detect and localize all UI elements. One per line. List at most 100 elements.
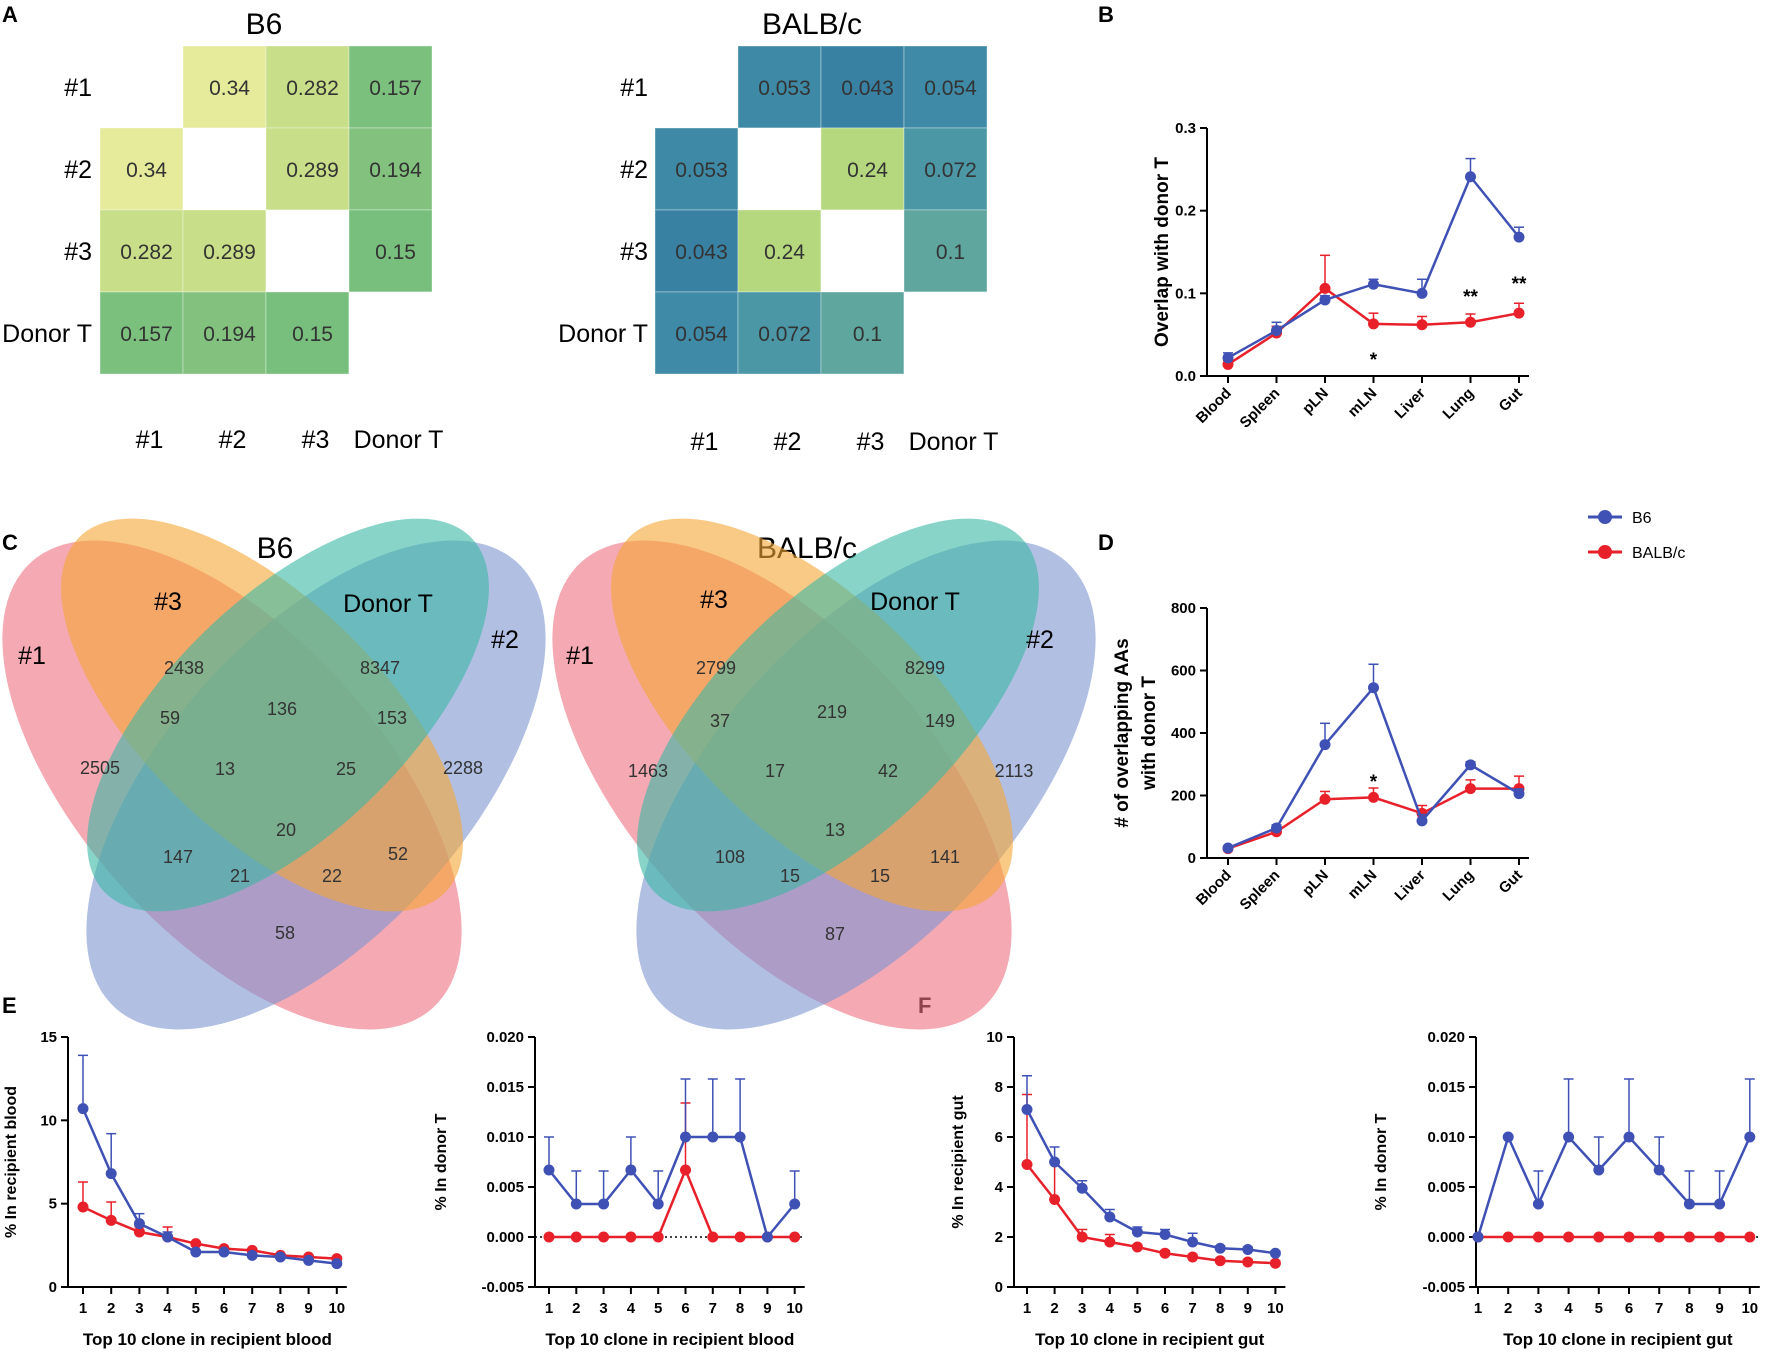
- plot-e2-b6-point: [625, 1164, 637, 1176]
- venn-b6-region: 52: [388, 844, 408, 864]
- plot-f2-balbc-point: [1532, 1231, 1544, 1243]
- legend: B6 BALB/c: [1588, 510, 1685, 562]
- plot-d-y-tick-label: 800: [1171, 600, 1196, 617]
- plot-f1-y-tick-label: 8: [995, 1079, 1003, 1096]
- plot-d-b6-point: [1465, 759, 1476, 771]
- plot-d-balbc-point: [1319, 793, 1331, 805]
- line-chart-donor-t-blood: -0.005 0.000 0.005 0.010 0.015 0.020 1 2 3 4 5 6 7 8 9…: [433, 1029, 805, 1349]
- plot-e2-b6-line: [548, 1135, 796, 1240]
- plot-f2-x-tick-label: 6: [1625, 1300, 1633, 1317]
- venn-balbc-set3-ellipse: [637, 518, 1039, 912]
- plot-e1-x-tick-label: 10: [328, 1300, 345, 1317]
- plot-f1-y-tick-label: 6: [995, 1129, 1003, 1146]
- venn-balbc-label-set3: #3: [700, 586, 728, 614]
- heatmap-balbc-cell: [903, 127, 988, 211]
- plot-f1-b6-line: [1025, 1108, 1276, 1255]
- plot-f2-x-tick-label: 8: [1685, 1300, 1693, 1317]
- heatmap-b6-cell: [182, 209, 267, 293]
- plot-d-b6-point: [1319, 739, 1331, 751]
- plot-e2-balbc-point: [625, 1231, 637, 1243]
- plot-f1-x-tick-label: 8: [1216, 1300, 1224, 1317]
- venn-balbc-region: 141: [930, 847, 960, 867]
- plot-f2-b6-point: [1502, 1131, 1514, 1143]
- plot-f1-y-tick-label: 4: [995, 1179, 1004, 1196]
- heatmap-balbc-cell-value: 0.054: [675, 323, 728, 346]
- plot-f1-x-tick-label: 5: [1133, 1300, 1141, 1317]
- plot-e1-b6-point: [331, 1258, 343, 1270]
- plot-e1-b6-point: [274, 1251, 286, 1263]
- heatmap-b6-row-label: Donor T: [2, 320, 92, 348]
- heatmap-balbc-row-label: #1: [620, 74, 648, 102]
- plot-e2-y-tick-label: 0.000: [486, 1229, 524, 1246]
- plot-f1-balbc-line: [1026, 1163, 1276, 1265]
- plot-e2-x-tick-label: 3: [599, 1300, 607, 1317]
- plot-e1-x-tick-label: 8: [276, 1300, 284, 1317]
- plot-f2-y-tick-label: 0.020: [1427, 1029, 1465, 1046]
- plot-e1-b6-point: [162, 1231, 174, 1243]
- heatmap-balbc-col-label: #1: [691, 428, 719, 456]
- plot-b-significance: **: [1512, 274, 1527, 295]
- venn-balbc-label-set1: #1: [566, 642, 594, 670]
- plot-f1-b6-point: [1159, 1229, 1171, 1240]
- plot-b-x-tick-label: Spleen: [1237, 385, 1284, 432]
- plot-f2-balbc-point: [1653, 1231, 1665, 1243]
- plot-d-b6-line: [1227, 685, 1520, 850]
- plot-d-b6-point: [1416, 815, 1428, 827]
- heatmap-balbc-col-label: #3: [857, 428, 885, 456]
- venn-balbc-region: 15: [780, 866, 800, 886]
- venn-balbc-region: 219: [817, 702, 847, 722]
- plot-e1-b6-point: [218, 1246, 230, 1258]
- venn-b6-region: 2438: [164, 658, 204, 678]
- plot-d-b6-point: [1222, 842, 1234, 854]
- plot-b-x-tick-label: pLN: [1299, 385, 1332, 418]
- venn-balbc-region: 2113: [995, 761, 1034, 781]
- heatmap-balbc-row-label: Donor T: [558, 320, 648, 348]
- plot-e2-balbc-point: [734, 1231, 746, 1243]
- plot-b-b6-point: [1416, 287, 1428, 299]
- plot-b-balbc-point: [1368, 318, 1379, 330]
- heatmap-balbc-cell-value: 0.053: [675, 159, 728, 182]
- plot-e1-balbc-point: [105, 1214, 117, 1226]
- heatmap-b6-cell-value: 0.194: [369, 159, 422, 182]
- plot-d-y-axis-title-line1: # of overlapping AAs: [1112, 638, 1133, 827]
- heatmap-balbc-cell-value: 0.054: [924, 77, 977, 100]
- heatmap-b6-cell-value: 0.34: [126, 159, 167, 182]
- heatmap-balbc: BALB/c 0.053 0.043 0.054 #1 0.053 0.24 0.072 #2 0…: [558, 8, 998, 456]
- heatmap-b6-col-label: #1: [136, 426, 164, 454]
- heatmap-balbc-cell: [820, 45, 905, 129]
- plot-f2-x-tick-label: 2: [1504, 1300, 1512, 1317]
- plot-e2-balbc-point: [707, 1231, 719, 1243]
- heatmap-b6-cell-value: 0.157: [369, 77, 422, 100]
- plot-e2-b6-point: [598, 1198, 610, 1210]
- plot-d-b6-point: [1513, 788, 1525, 800]
- plot-b-balbc-point: [1513, 307, 1525, 319]
- heatmap-balbc-cell: [737, 45, 822, 129]
- plot-f2-b6-point: [1653, 1164, 1665, 1176]
- plot-f2-x-tick-label: 4: [1564, 1300, 1573, 1317]
- venn-b6-region: 13: [215, 759, 235, 779]
- plot-f2-x-tick-label: 1: [1474, 1300, 1482, 1317]
- venn-balbc-label-set2: #2: [1026, 626, 1054, 654]
- heatmap-b6-cell-value: 0.282: [120, 241, 173, 264]
- plot-e2-x-tick-label: 6: [681, 1300, 689, 1317]
- plot-b-x-tick-label: mLN: [1345, 385, 1381, 421]
- venn-b6-region: 2505: [80, 758, 120, 778]
- plot-d-y-tick-label: 600: [1171, 663, 1196, 680]
- plot-e2-y-tick-label: 0.005: [486, 1179, 524, 1196]
- venn-balbc-region: 8299: [905, 658, 945, 678]
- heatmap-b6-cell: [99, 45, 184, 129]
- plot-e1-x-tick-label: 6: [220, 1300, 228, 1317]
- plot-f2-b6-line: [1476, 1133, 1751, 1238]
- plot-f1-b6-point: [1187, 1236, 1199, 1248]
- heatmap-b6-cell: [99, 209, 184, 293]
- line-chart-recipient-blood: 0 5 10 15 1 2 3 4 5 6 7 8 9 10 Top 10 clone in recipie…: [3, 1029, 347, 1349]
- plot-f2-x-axis-title: Top 10 clone in recipient gut: [1503, 1330, 1733, 1349]
- plot-f1-b6-point: [1269, 1247, 1281, 1259]
- plot-e2-b6-point: [761, 1231, 773, 1243]
- venn-b6-region: 136: [267, 699, 297, 719]
- plot-e1-y-tick-label: 10: [40, 1112, 57, 1129]
- plot-e2-b6-point: [789, 1198, 801, 1210]
- plot-e1-balbc-point: [133, 1226, 145, 1238]
- venn-balbc-region: 2799: [696, 658, 736, 678]
- plot-f2-b6-point: [1593, 1164, 1605, 1176]
